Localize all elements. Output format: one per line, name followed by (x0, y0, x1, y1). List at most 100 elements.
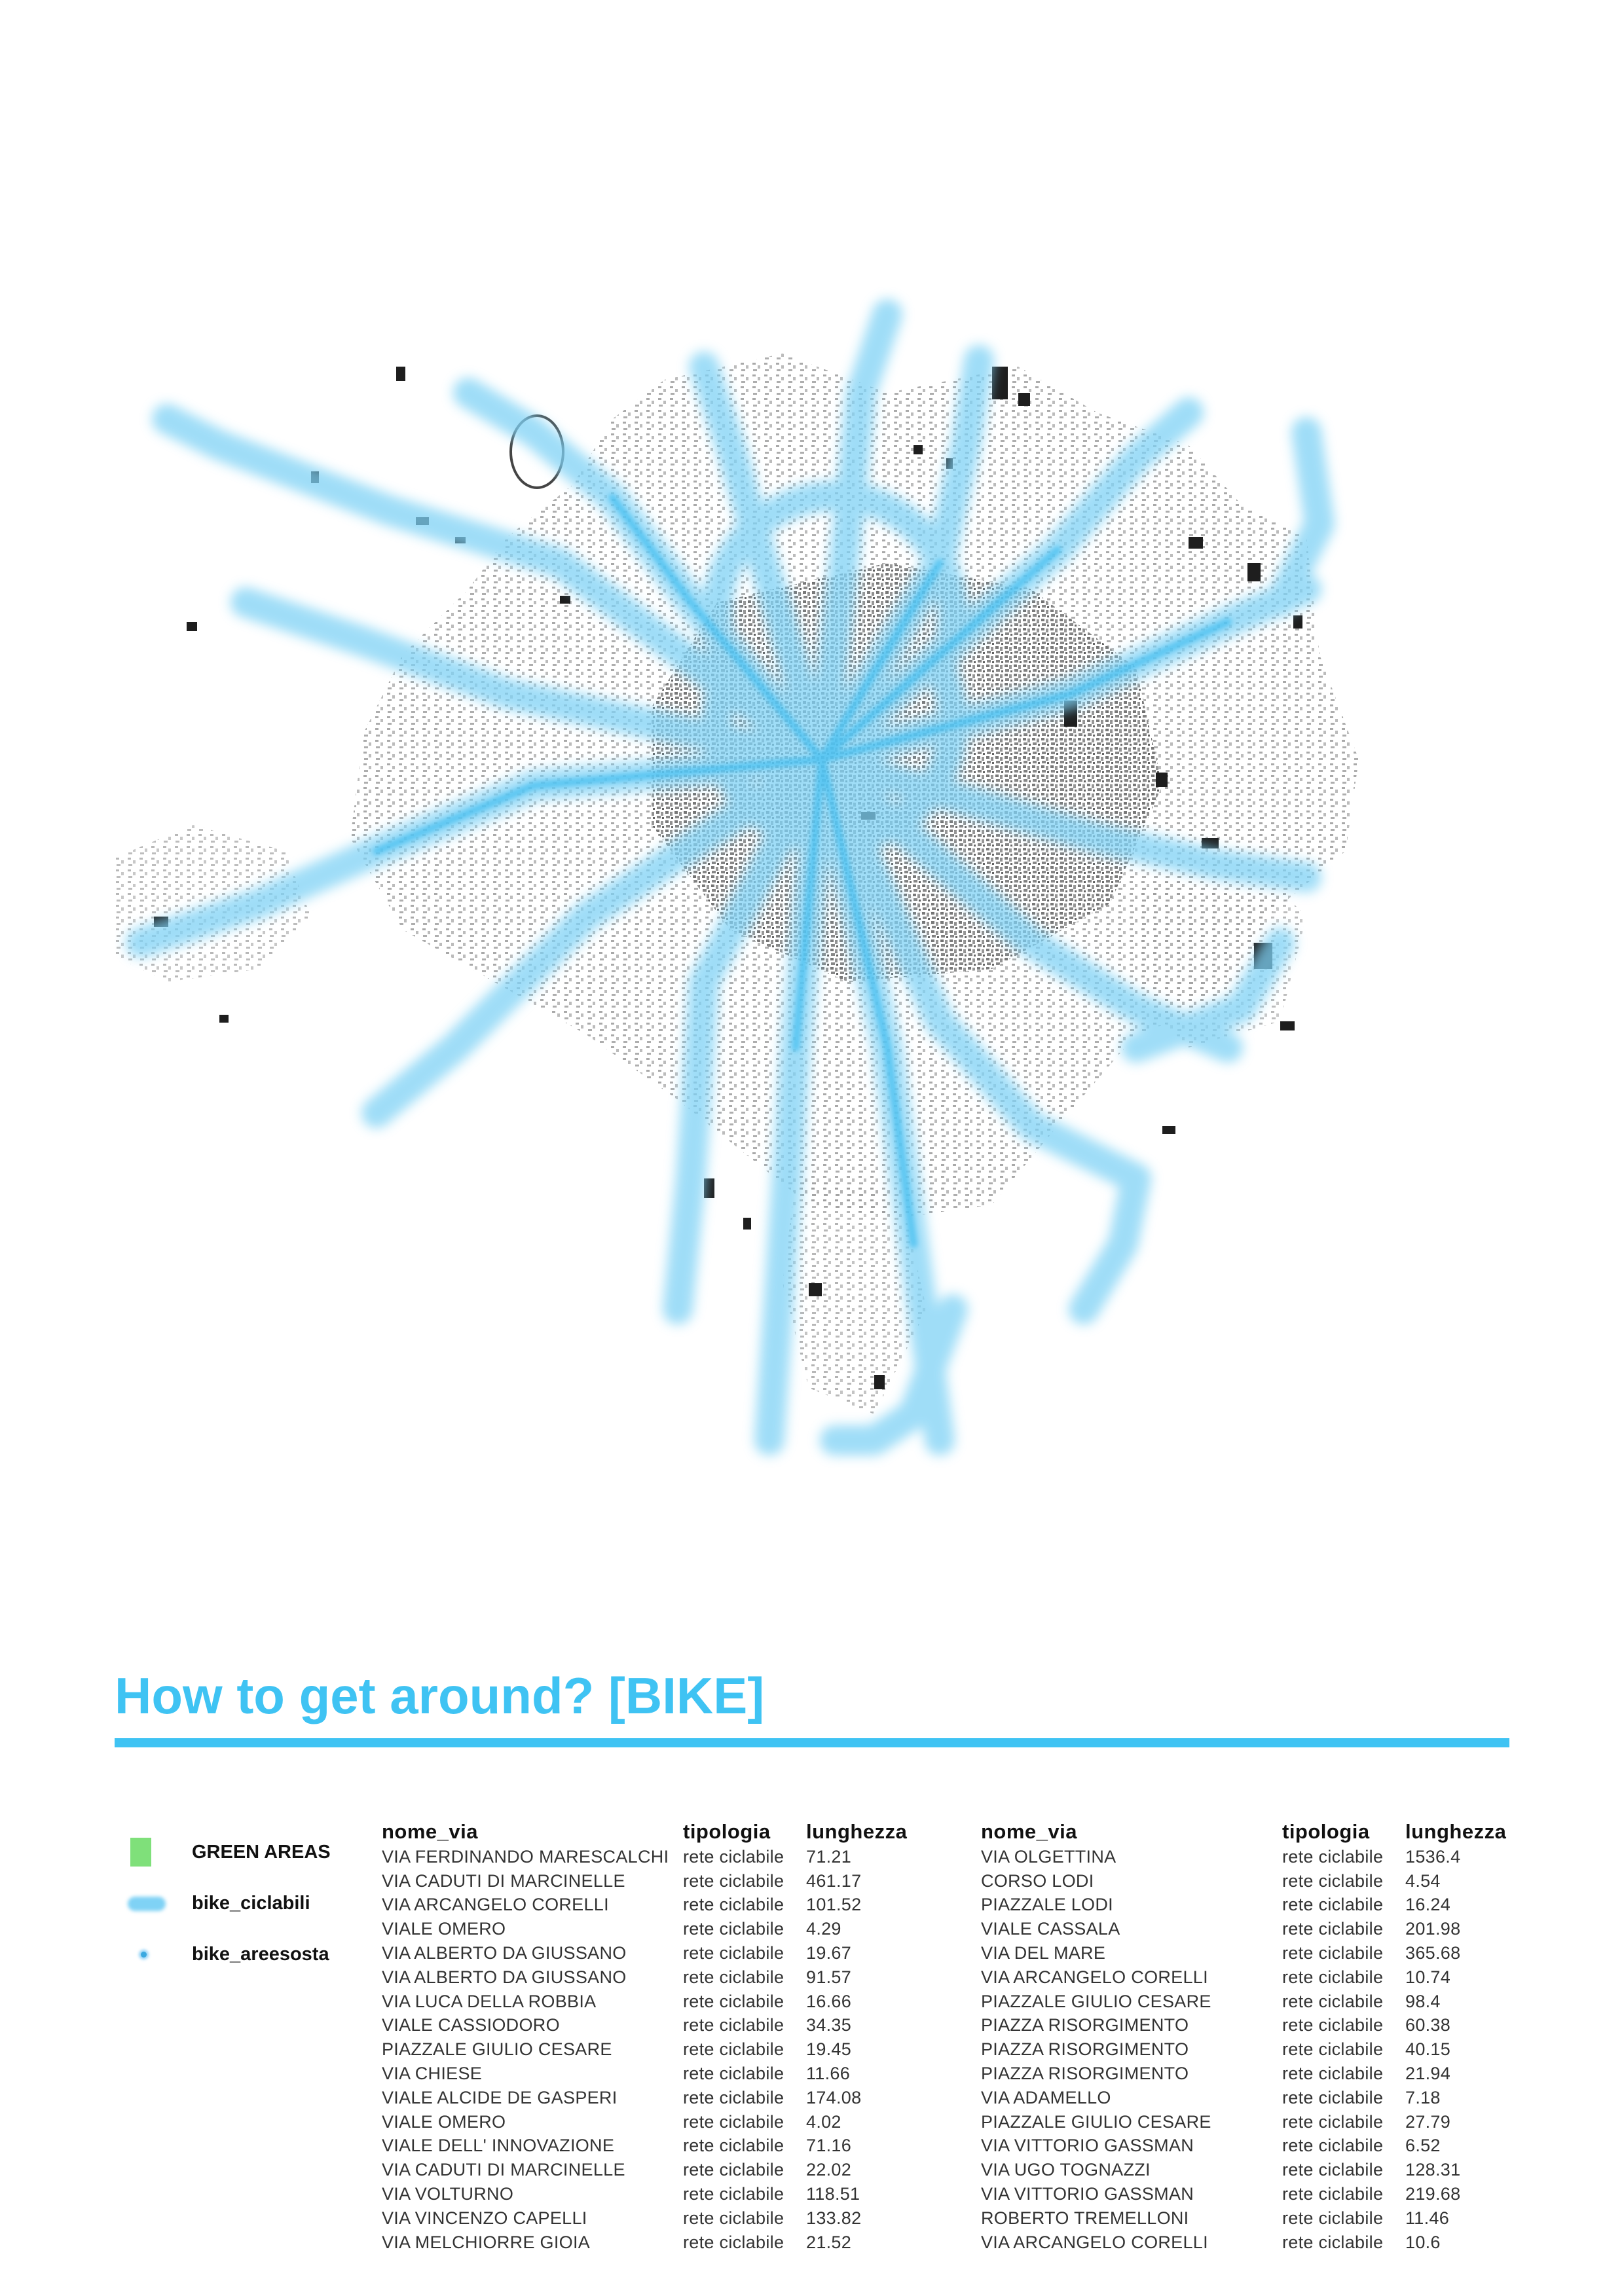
legend-label: bike_ciclabili (192, 1893, 310, 1914)
table-cell: VIA VITTORIO GASSMAN (981, 2182, 1282, 2206)
table-row: ROBERTO TREMELLONI rete ciclabile 11.46 (981, 2206, 1517, 2231)
table-cell: 174.08 (806, 2086, 917, 2110)
table-cell: 71.21 (806, 1845, 917, 1869)
table-cell: VIA MELCHIORRE GIOIA (382, 2231, 683, 2255)
table-row: VIA DEL MARE rete ciclabile 365.68 (981, 1941, 1517, 1965)
legend-label: GREEN AREAS (192, 1842, 331, 1863)
table-cell: VIALE DELL' INNOVAZIONE (382, 2134, 683, 2159)
table-cell: VIA VOLTURNO (382, 2182, 683, 2206)
table-cell: VIA DEL MARE (981, 1941, 1282, 1965)
table-row: VIA CADUTI DI MARCINELLE rete ciclabile 46… (382, 1869, 917, 1893)
table-cell: CORSO LODI (981, 1869, 1282, 1893)
table-cell: VIA ARCANGELO CORELLI (382, 1893, 683, 1918)
table-cell: 16.24 (1405, 1893, 1517, 1918)
table-row: VIA FERDINANDO MARESCALCHI rete ciclabile… (382, 1845, 917, 1869)
table-cell: rete ciclabile (683, 2231, 806, 2255)
table-cell: rete ciclabile (1282, 2086, 1405, 2110)
table-cell: rete ciclabile (683, 1917, 806, 1941)
table-cell: rete ciclabile (1282, 2110, 1405, 2134)
table-row: VIA VOLTURNO rete ciclabile 118.51 (382, 2182, 917, 2206)
table-row: VIA ARCANGELO CORELLI rete ciclabile 10.6 (981, 2231, 1517, 2255)
table-cell: VIA VINCENZO CAPELLI (382, 2206, 683, 2231)
table-cell: 133.82 (806, 2206, 917, 2231)
street-table-right: nome_via tipologia lunghezza VIA OLGETTINA r… (981, 1819, 1517, 2255)
table-cell: 40.15 (1405, 2037, 1517, 2062)
table-cell: VIA ARCANGELO CORELLI (981, 1965, 1282, 1990)
table-header-row: nome_via tipologia lunghezza (382, 1819, 917, 1845)
table-cell: VIA CADUTI DI MARCINELLE (382, 1869, 683, 1893)
table-cell: rete ciclabile (683, 1941, 806, 1965)
table-cell: rete ciclabile (683, 1893, 806, 1918)
table-row: VIA LUCA DELLA ROBBIA rete ciclabile 16.66 (382, 1990, 917, 2014)
table-cell: PIAZZA RISORGIMENTO (981, 2037, 1282, 2062)
table-cell: VIA CHIESE (382, 2062, 683, 2086)
table-cell: VIA LUCA DELLA ROBBIA (382, 1990, 683, 2014)
table-cell: 201.98 (1405, 1917, 1517, 1941)
table-row: PIAZZALE LODI rete ciclabile 16.24 (981, 1893, 1517, 1918)
table-row: VIA OLGETTINA rete ciclabile 1536.4 (981, 1845, 1517, 1869)
table-cell: VIA FERDINANDO MARESCALCHI (382, 1845, 683, 1869)
table-row: PIAZZALE GIULIO CESARE rete ciclabile 19.4… (382, 2037, 917, 2062)
table-cell: VIALE CASSALA (981, 1917, 1282, 1941)
table-cell: rete ciclabile (1282, 2037, 1405, 2062)
legend-item-bike-areesosta: bike_areesosta (128, 1929, 377, 1980)
table-cell: 219.68 (1405, 2182, 1517, 2206)
table-cell: rete ciclabile (683, 1990, 806, 2014)
table-cell: rete ciclabile (1282, 1941, 1405, 1965)
table-cell: 4.54 (1405, 1869, 1517, 1893)
table-row: VIALE DELL' INNOVAZIONE rete ciclabile 71.… (382, 2134, 917, 2159)
table-row: VIA CADUTI DI MARCINELLE rete ciclabile 22… (382, 2158, 917, 2182)
city-map[interactable] (115, 196, 1509, 1591)
table-cell: 71.16 (806, 2134, 917, 2159)
table-cell: PIAZZALE LODI (981, 1893, 1282, 1918)
table-cell: 128.31 (1405, 2158, 1517, 2182)
table-row: PIAZZA RISORGIMENTO rete ciclabile 21.94 (981, 2062, 1517, 2086)
table-cell: rete ciclabile (683, 1845, 806, 1869)
table-row: VIALE OMERO rete ciclabile 4.29 (382, 1917, 917, 1941)
table-cell: 118.51 (806, 2182, 917, 2206)
table-cell: 16.66 (806, 1990, 917, 2014)
table-cell: 21.94 (1405, 2062, 1517, 2086)
table-row: VIALE CASSIODORO rete ciclabile 34.35 (382, 2014, 917, 2038)
table-cell: VIALE OMERO (382, 2110, 683, 2134)
blue-dot-icon (128, 1940, 166, 1969)
table-row: PIAZZALE GIULIO CESARE rete ciclabile 27.7… (981, 2110, 1517, 2134)
green-square-icon (128, 1838, 166, 1867)
table-cell: rete ciclabile (683, 2037, 806, 2062)
table-cell: 461.17 (806, 1869, 917, 1893)
table-row: VIA ADAMELLO rete ciclabile 7.18 (981, 2086, 1517, 2110)
table-cell: rete ciclabile (1282, 2182, 1405, 2206)
table-cell: rete ciclabile (683, 2134, 806, 2159)
table-row: VIALE OMERO rete ciclabile 4.02 (382, 2110, 917, 2134)
legend-item-bike-ciclabili: bike_ciclabili (128, 1878, 377, 1929)
table-cell: 34.35 (806, 2014, 917, 2038)
table-cell: 22.02 (806, 2158, 917, 2182)
table-row: VIA ARCANGELO CORELLI rete ciclabile 10.74 (981, 1965, 1517, 1990)
table-cell: rete ciclabile (1282, 1917, 1405, 1941)
table-row: VIA ARCANGELO CORELLI rete ciclabile 101.5… (382, 1893, 917, 1918)
table-row: VIA MELCHIORRE GIOIA rete ciclabile 21.52 (382, 2231, 917, 2255)
table-cell: rete ciclabile (683, 2182, 806, 2206)
table-cell: 27.79 (1405, 2110, 1517, 2134)
table-cell: rete ciclabile (1282, 2231, 1405, 2255)
table-cell: PIAZZALE GIULIO CESARE (981, 1990, 1282, 2014)
table-cell: ROBERTO TREMELLONI (981, 2206, 1282, 2231)
table-cell: PIAZZA RISORGIMENTO (981, 2014, 1282, 2038)
column-header: tipologia (1282, 1819, 1405, 1845)
legend-label: bike_areesosta (192, 1944, 329, 1965)
table-cell: PIAZZA RISORGIMENTO (981, 2062, 1282, 2086)
column-header: tipologia (683, 1819, 806, 1845)
table-row: VIA ALBERTO DA GIUSSANO rete ciclabile 19.… (382, 1941, 917, 1965)
table-cell: 10.6 (1405, 2231, 1517, 2255)
page-title: How to get around? [BIKE] (115, 1666, 764, 1726)
table-row: PIAZZA RISORGIMENTO rete ciclabile 60.38 (981, 2014, 1517, 2038)
table-cell: 101.52 (806, 1893, 917, 1918)
table-row: VIALE CASSALA rete ciclabile 201.98 (981, 1917, 1517, 1941)
table-cell: 365.68 (1405, 1941, 1517, 1965)
table-cell: VIA ARCANGELO CORELLI (981, 2231, 1282, 2255)
column-header: lunghezza (806, 1819, 917, 1845)
table-cell: 60.38 (1405, 2014, 1517, 2038)
table-cell: rete ciclabile (1282, 2134, 1405, 2159)
table-header-row: nome_via tipologia lunghezza (981, 1819, 1517, 1845)
table-cell: VIA ALBERTO DA GIUSSANO (382, 1965, 683, 1990)
